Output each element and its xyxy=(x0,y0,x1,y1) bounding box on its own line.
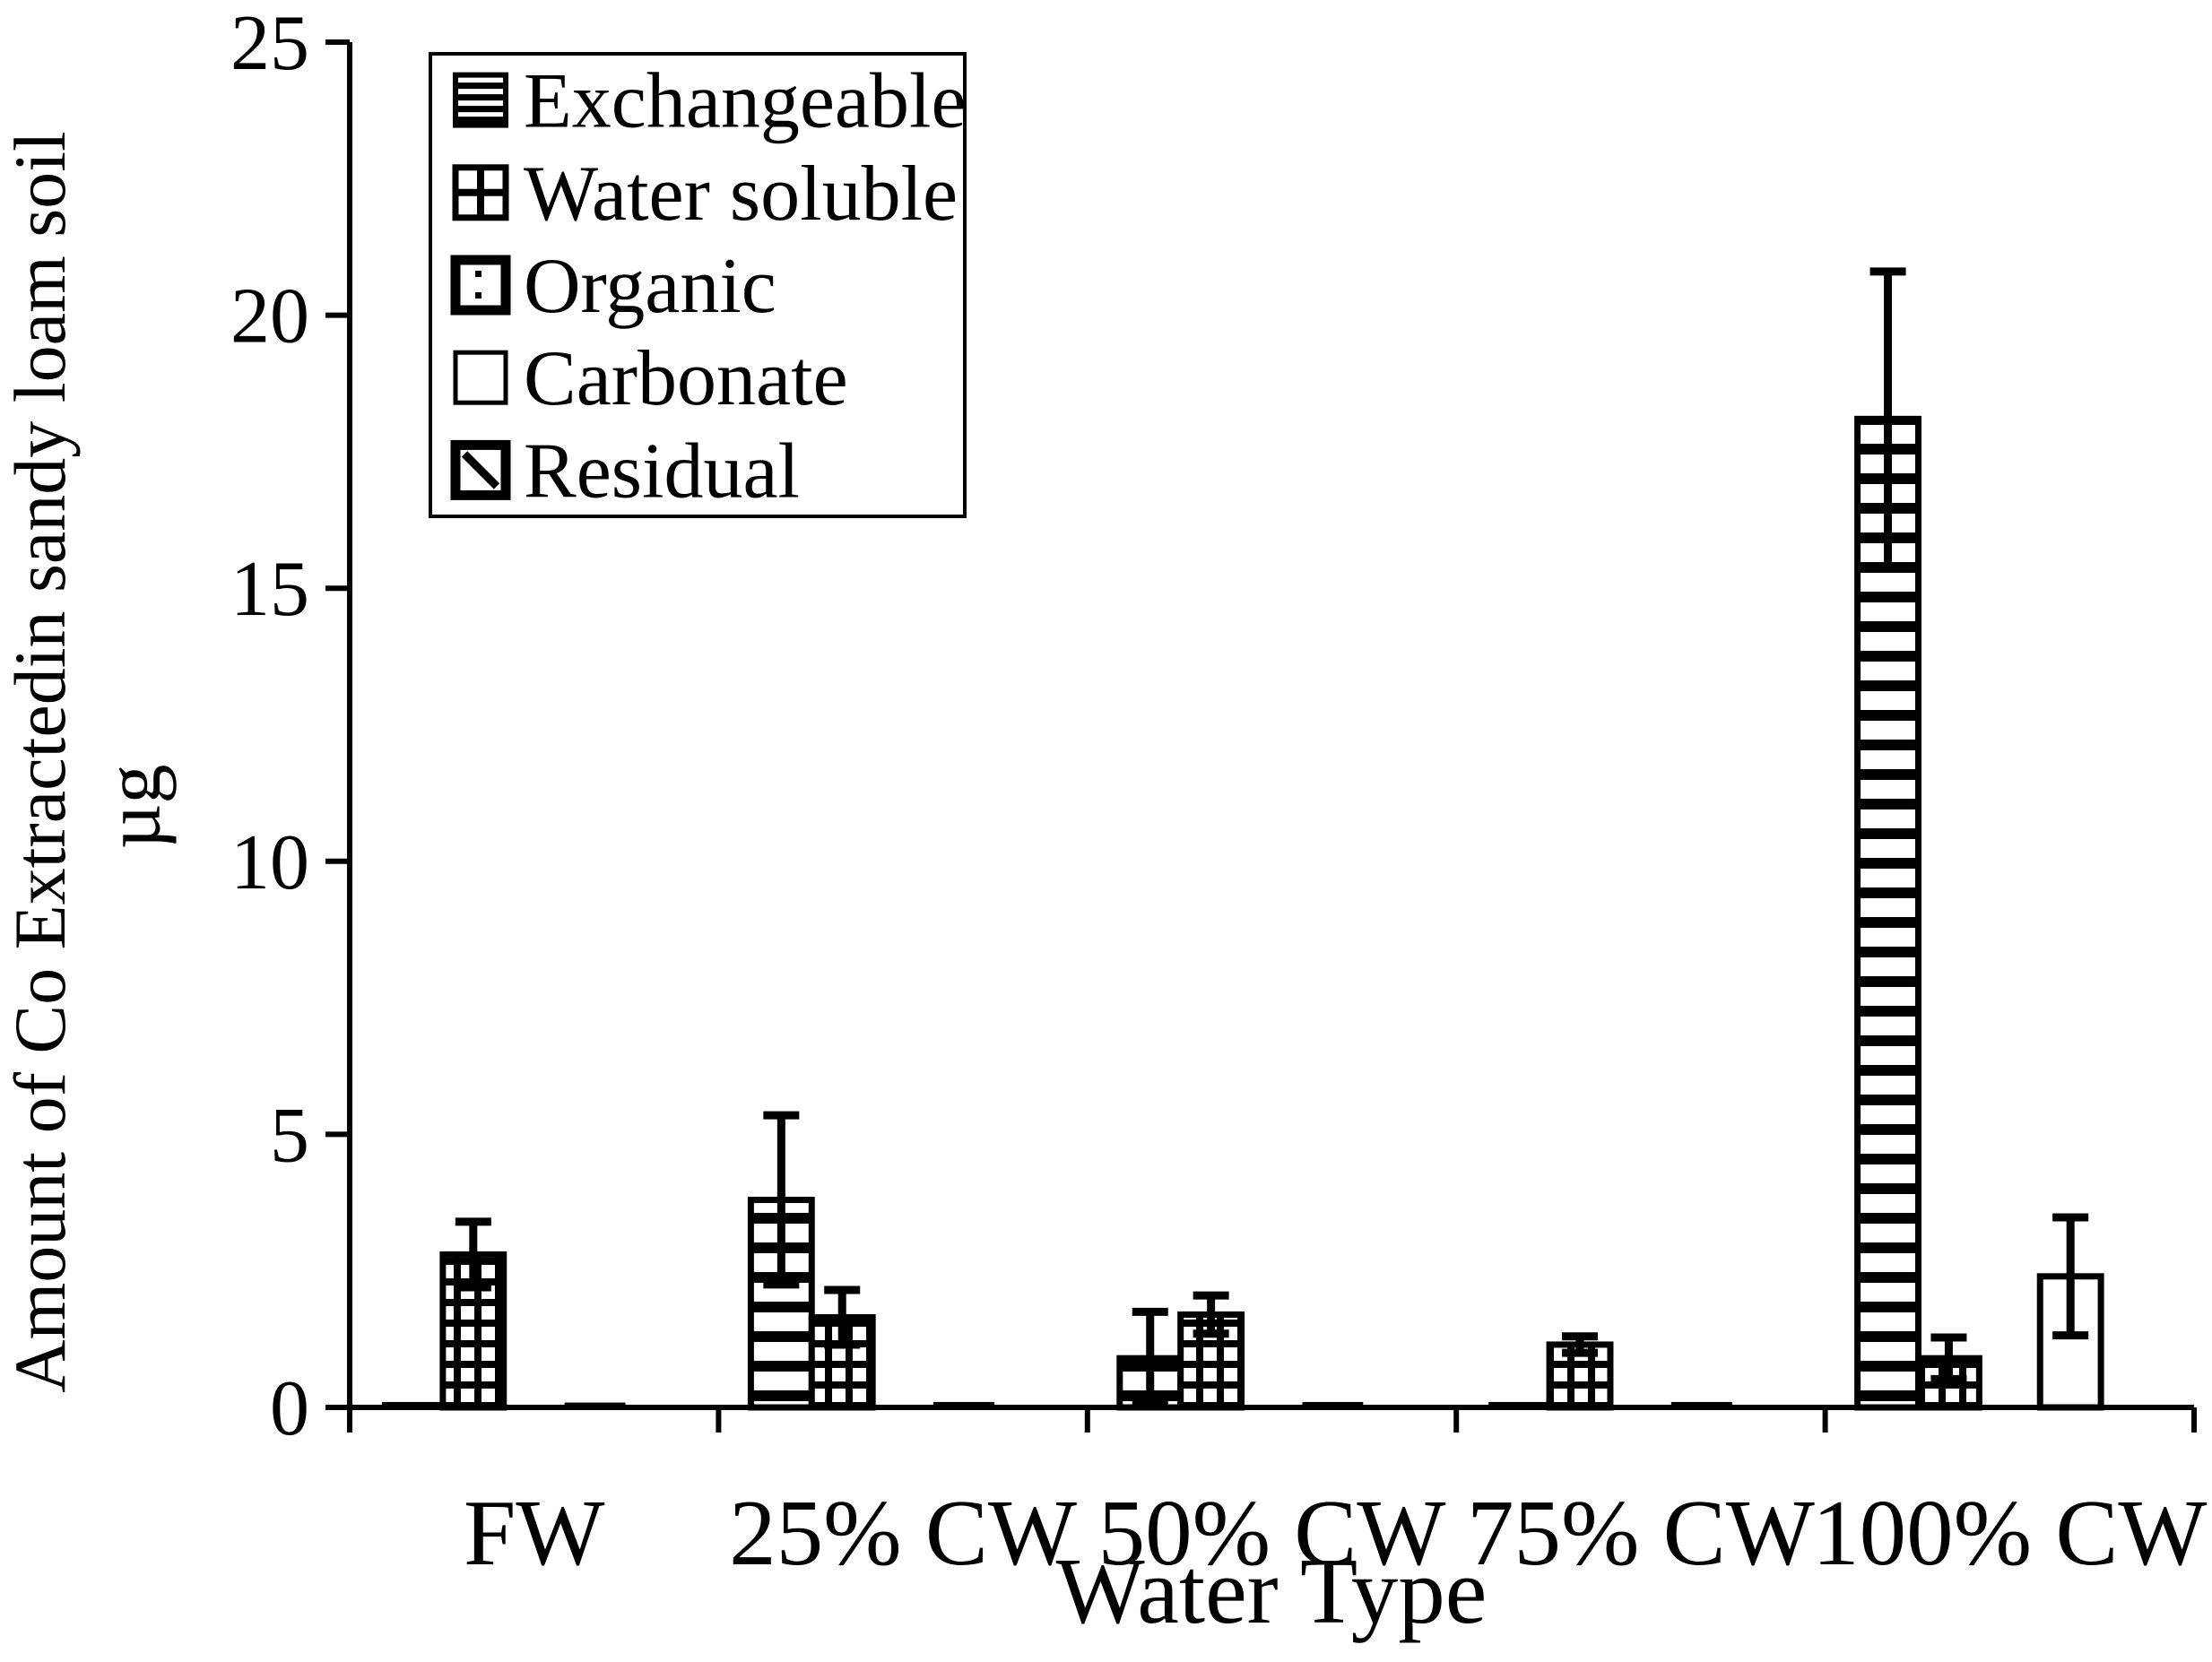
y-tick-label: 15 xyxy=(230,546,309,633)
x-category-label: 50% CW xyxy=(1098,1480,1446,1585)
y-tick-label: 5 xyxy=(270,1092,309,1179)
bar-exchangeable xyxy=(382,1401,443,1407)
bar-carbonate xyxy=(933,1401,994,1407)
legend-key-residual xyxy=(461,451,500,489)
legend-entry-label: Organic xyxy=(524,243,776,330)
legend-entry-label: Residual xyxy=(524,428,800,515)
y-axis-units-label: µg xyxy=(91,765,178,850)
y-axis-title: Amount of Co Extractedin sandy loam soil xyxy=(0,131,81,1392)
legend-key-organic xyxy=(475,292,481,299)
legend-entry-label: Exchangeable xyxy=(524,58,967,145)
y-tick-label: 20 xyxy=(230,273,309,360)
x-category-label: 100% CW xyxy=(1812,1480,2207,1585)
legend-key-organic xyxy=(475,271,481,277)
x-category-label: 75% CW xyxy=(1467,1480,1815,1585)
bar-exchangeable xyxy=(1488,1401,1550,1407)
y-tick-label: 10 xyxy=(230,819,309,906)
legend-key-organic xyxy=(450,255,511,316)
y-tick-label: 25 xyxy=(230,0,309,87)
legend-key-carbonate xyxy=(453,350,508,405)
y-tick-label: 0 xyxy=(270,1365,309,1452)
bar-carbonate xyxy=(1670,1401,1732,1407)
x-category-label: 25% CW xyxy=(729,1480,1077,1585)
legend-box xyxy=(429,52,967,518)
legend-entry-label: Water soluble xyxy=(524,151,958,238)
x-axis-title: Water Type xyxy=(1056,1538,1488,1643)
x-category-label: FW xyxy=(464,1480,605,1585)
bar-carbonate xyxy=(1302,1401,1364,1407)
legend-entry-label: Carbonate xyxy=(524,335,848,422)
